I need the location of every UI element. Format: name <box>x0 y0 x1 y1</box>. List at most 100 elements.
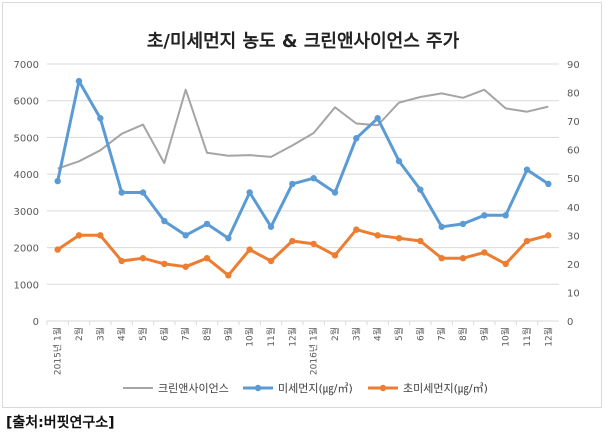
data-point <box>225 272 232 279</box>
data-point <box>459 254 467 262</box>
data-point <box>374 232 381 239</box>
series-line-1 <box>56 79 550 240</box>
x-tick-label: 6월 <box>158 327 170 341</box>
x-tick-label: 7월 <box>436 327 448 341</box>
y-right-tick-label: 40 <box>567 203 580 214</box>
data-point <box>246 246 253 253</box>
data-point <box>267 223 275 230</box>
x-tick-label: 4월 <box>116 327 128 341</box>
data-point <box>523 166 531 173</box>
data-point <box>395 234 403 242</box>
y-left-tick-label: 0 <box>33 317 39 328</box>
data-point <box>97 232 104 239</box>
data-point <box>75 232 83 239</box>
y-left-tick-label: 5000 <box>14 133 39 144</box>
data-point <box>139 189 147 196</box>
series-line-2 <box>56 228 549 277</box>
y-right-tick-label: 0 <box>567 317 573 328</box>
x-tick-label: 2월 <box>73 327 85 341</box>
y-right-tick-label: 60 <box>567 146 580 157</box>
data-point <box>289 237 296 245</box>
y-right-tick-label: 90 <box>567 60 580 71</box>
y-right-tick-label: 20 <box>567 260 580 271</box>
x-tick-label: 12월 <box>542 327 554 347</box>
x-tick-label: 5월 <box>393 327 405 341</box>
x-tick-label: 5월 <box>137 327 149 341</box>
x-tick-label: 11월 <box>265 327 277 347</box>
x-tick-label: 2016년 1월 <box>308 327 320 375</box>
data-point <box>353 226 360 233</box>
legend-label-2: 초미세먼지(㎍/㎥) <box>403 382 488 395</box>
data-point <box>353 135 360 142</box>
x-tick-label: 9월 <box>222 327 234 341</box>
data-point <box>331 189 339 196</box>
source-note: [출처:버핏연구소] <box>6 415 115 431</box>
x-tick-label: 8월 <box>201 327 213 341</box>
data-point <box>225 234 232 242</box>
y-right-tick-label: 50 <box>567 174 580 185</box>
y-right-tick-label: 10 <box>567 288 580 299</box>
x-tick-label: 2015년 1월 <box>52 327 64 375</box>
data-point <box>438 223 445 230</box>
y-left-tick-label: 1000 <box>14 280 39 291</box>
data-point <box>502 260 509 268</box>
data-point <box>182 232 189 239</box>
data-point <box>481 249 488 256</box>
x-tick-label: 10월 <box>500 327 512 347</box>
y-right-tick-label: 70 <box>567 117 580 128</box>
data-point <box>203 220 211 228</box>
data-point <box>310 175 317 182</box>
data-point <box>246 189 253 196</box>
data-point <box>75 77 83 85</box>
data-point <box>161 260 168 268</box>
x-tick-label: 8월 <box>457 327 469 341</box>
series-line-0 <box>57 88 549 170</box>
chart-frame: 초/미세먼지 농도 & 크린앤사이언스 주가 0 1000 2000 3000 4000… <box>2 2 602 408</box>
data-point <box>502 212 509 219</box>
x-tick-label: 12월 <box>286 327 298 347</box>
data-point <box>310 240 317 248</box>
data-point <box>161 217 168 225</box>
legend-label-0: 크린앤사이언스 <box>158 382 229 395</box>
y-left-tick-label: 6000 <box>14 97 39 108</box>
x-tick-label: 11월 <box>521 327 533 347</box>
chart-title: 초/미세먼지 농도 & 크린앤사이언스 주가 <box>146 31 460 52</box>
y-right-tick-label: 80 <box>567 89 580 100</box>
data-point <box>182 263 189 270</box>
x-tick-label: 3월 <box>94 327 106 341</box>
data-point <box>54 246 61 253</box>
data-point <box>118 189 125 196</box>
legend-marker <box>379 384 387 392</box>
y-right-tick-label: 30 <box>567 231 580 242</box>
data-point <box>267 257 275 265</box>
legend-marker <box>254 384 262 392</box>
y-left-tick-label: 3000 <box>14 207 39 218</box>
data-point <box>459 220 467 228</box>
legend-label-1: 미세먼지(㎍/㎥) <box>278 382 353 395</box>
x-tick-label: 3월 <box>350 327 362 341</box>
data-point <box>481 212 488 219</box>
data-point <box>523 237 531 245</box>
x-tick-label: 4월 <box>372 327 384 341</box>
data-point <box>54 177 61 185</box>
data-point <box>417 186 424 193</box>
data-point <box>417 237 424 245</box>
y-left-tick-label: 4000 <box>14 170 39 181</box>
x-tick-label: 6월 <box>414 327 426 341</box>
data-point <box>203 254 211 262</box>
data-point <box>374 115 381 122</box>
data-point <box>289 180 296 188</box>
data-point <box>438 254 445 262</box>
data-point <box>545 232 552 239</box>
y-left-tick-label: 2000 <box>14 244 39 255</box>
data-point <box>545 180 552 188</box>
data-point <box>395 157 403 165</box>
chart-svg: 0 1000 2000 3000 4000 5000 6000 7000 0 10 20 30 40 50… <box>14 60 580 395</box>
x-tick-label: 2월 <box>329 327 341 341</box>
data-point <box>331 252 339 259</box>
data-point <box>118 257 125 265</box>
y-left-tick-label: 7000 <box>14 60 39 71</box>
data-point <box>139 254 147 262</box>
data-point <box>97 115 104 122</box>
x-tick-label: 10월 <box>244 327 256 347</box>
